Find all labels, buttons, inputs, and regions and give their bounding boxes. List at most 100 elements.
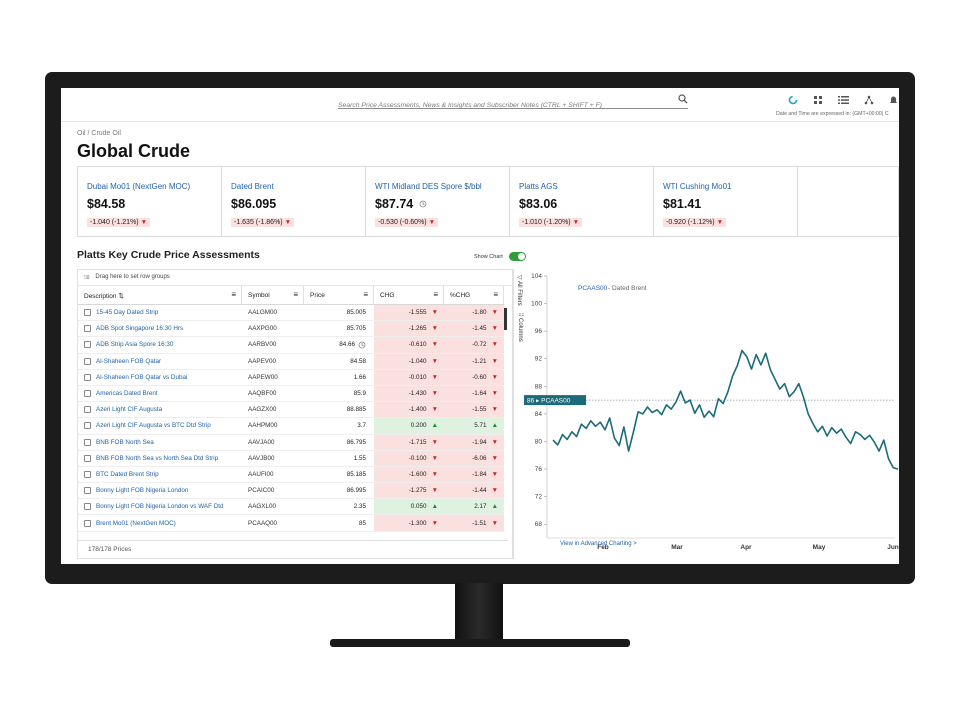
col-header-symbol[interactable]: Symbol ≡ (242, 286, 304, 304)
column-menu-icon[interactable]: ≡ (363, 290, 368, 299)
row-checkbox[interactable] (84, 373, 91, 381)
all-filters-tab[interactable]: ▽ All Filters (516, 275, 522, 306)
x-tick-label: Apr (740, 544, 752, 551)
cell-description[interactable]: Brent Mo01 (NextGen MOC) (78, 515, 242, 530)
table-row[interactable]: Azeri Light CIF Augusta vs BTC Dtd Strip… (78, 418, 504, 435)
cell-description[interactable]: Azeri Light CIF Augusta (78, 402, 242, 417)
cell-description[interactable]: ADB Strip Asia Spore 16:30 (78, 337, 242, 352)
cell-description[interactable]: BNB FOB North Sea vs North Sea Dtd Strip (78, 451, 242, 466)
show-chart-toggle[interactable] (508, 252, 526, 261)
table-row[interactable]: Brent Mo01 (NextGen MOC) PCAAQ00 85 -1.300 ▼… (78, 515, 504, 532)
cell-description[interactable]: Bonny Light FOB Nigeria London vs WAF Dt… (78, 499, 242, 514)
tile-name[interactable]: Dubai Mo01 (NextGen MOC) (87, 182, 191, 191)
tile-name[interactable]: WTI Cushing Mo01 (663, 182, 732, 191)
description-link[interactable]: Americas Dated Brent (96, 390, 158, 398)
col-header-price[interactable]: Price ≡ (304, 286, 374, 304)
row-checkbox[interactable] (84, 470, 91, 478)
col-header-description[interactable]: Description ⇅ ≡ (78, 286, 242, 304)
chg-value: -1.265 (408, 325, 427, 333)
row-checkbox[interactable] (84, 438, 91, 446)
series-line (552, 349, 899, 470)
description-link[interactable]: BTC Dated Brent Strip (96, 470, 159, 478)
description-link[interactable]: ADB Strip Asia Spore 16:30 (96, 341, 174, 349)
description-link[interactable]: Azeri Light CIF Augusta vs BTC Dtd Strip (96, 422, 211, 430)
description-link[interactable]: 15-45 Day Dated Strip (96, 309, 159, 317)
price-tile[interactable]: Platts AGS $83.06 -1.010 (-1.20%) ▼ (510, 167, 654, 236)
table-row[interactable]: Azeri Light CIF Augusta AAGZX00 88.885 -1.4… (78, 402, 504, 419)
table-row[interactable]: ADB Strip Asia Spore 16:30 AARBV00 84.66 -0… (78, 337, 504, 354)
price-tile[interactable]: WTI Cushing Mo01 $81.41 -0.920 (-1.12%) ▼ (654, 167, 798, 236)
cell-description[interactable]: BNB FOB North Sea (78, 435, 242, 450)
table-row[interactable]: 15-45 Day Dated Strip AALGM00 85.005 -1.555… (78, 305, 504, 322)
description-link[interactable]: Bonny Light FOB Nigeria London vs WAF Dt… (96, 503, 224, 511)
row-checkbox[interactable] (84, 503, 91, 511)
bell-icon[interactable] (889, 95, 898, 105)
search-icon[interactable] (678, 94, 688, 104)
col-header-pct-chg[interactable]: %CHG ≡ (444, 286, 504, 304)
column-menu-icon[interactable]: ≡ (293, 290, 298, 299)
table-row[interactable]: BTC Dated Brent Strip AAUFI00 85.185 -1.600… (78, 466, 504, 484)
grid-settings-icon[interactable] (813, 95, 823, 105)
advanced-charting-link[interactable]: View in Advanced Charting > (560, 541, 637, 547)
row-checkbox[interactable] (84, 487, 91, 495)
breadcrumb[interactable]: Oil / Crude Oil (77, 130, 121, 137)
table-row[interactable]: Bonny Light FOB Nigeria London PCAIC00 86.… (78, 483, 504, 500)
description-link[interactable]: Bonny Light FOB Nigeria London (96, 487, 189, 495)
table-row[interactable]: Al-Shaheen FOB Qatar AAPEV00 84.58 -1.040 ▼ -… (78, 353, 504, 370)
table-row[interactable]: BNB FOB North Sea vs North Sea Dtd Strip… (78, 450, 504, 467)
table-row[interactable]: Americas Dated Brent AAQBF00 85.9 -1.430 ▼ -1… (78, 385, 504, 403)
table-row[interactable]: Bonny Light FOB Nigeria London vs WAF Dt… (78, 499, 504, 516)
description-link[interactable]: BNB FOB North Sea (96, 438, 154, 446)
list-icon[interactable] (838, 95, 849, 105)
price-value: 84.66 (339, 341, 355, 349)
description-link[interactable]: Al-Shaheen FOB Qatar vs Dubai (96, 373, 188, 381)
cell-description[interactable]: Bonny Light FOB Nigeria London (78, 483, 242, 498)
cell-description[interactable]: BTC Dated Brent Strip (78, 467, 242, 482)
cell-description[interactable]: Americas Dated Brent (78, 386, 242, 401)
row-checkbox[interactable] (84, 309, 91, 317)
column-menu-icon[interactable]: ≡ (231, 290, 236, 299)
network-icon[interactable] (864, 95, 874, 105)
row-checkbox[interactable] (84, 422, 91, 430)
description-link[interactable]: Brent Mo01 (NextGen MOC) (96, 519, 176, 527)
table-row[interactable]: ADB Spot Singapore 16:30 Hrs AAXPG00 85.70… (78, 321, 504, 338)
x-tick-label: May (813, 544, 826, 551)
col-header-chg[interactable]: CHG ≡ (374, 286, 444, 304)
description-link[interactable]: Azeri Light CIF Augusta (96, 406, 163, 414)
cell-description[interactable]: 15-45 Day Dated Strip (78, 305, 242, 320)
price-chart[interactable]: 68 72 76 80 84 88 92 96 100 104 Feb Mar Apr May Jun 86 … (523, 264, 899, 564)
column-menu-icon[interactable]: ≡ (493, 290, 498, 299)
table-row[interactable]: Al-Shaheen FOB Qatar vs Dubai AAPEW00 1.66… (78, 369, 504, 386)
history-icon[interactable] (358, 341, 366, 349)
row-checkbox[interactable] (84, 390, 91, 398)
tile-price: $84.58 (87, 197, 221, 211)
tile-name[interactable]: WTI Midland DES Spore $/bbl (375, 182, 482, 191)
price-tile[interactable]: Dubai Mo01 (NextGen MOC) $84.58 -1.040 (-1… (78, 167, 222, 236)
cell-description[interactable]: ADB Spot Singapore 16:30 Hrs (78, 321, 242, 336)
cell-description[interactable]: Azeri Light CIF Augusta vs BTC Dtd Strip (78, 418, 242, 433)
price-tile[interactable]: WTI Midland DES Spore $/bbl $87.74 -0.530 … (366, 167, 510, 236)
cell-description[interactable]: Al-Shaheen FOB Qatar vs Dubai (78, 370, 242, 385)
cell-chg: -1.430 ▼ (374, 385, 444, 402)
row-checkbox[interactable] (84, 519, 91, 527)
row-checkbox[interactable] (84, 454, 91, 462)
description-link[interactable]: ADB Spot Singapore 16:30 Hrs (96, 325, 184, 333)
price-tile[interactable]: Dated Brent $86.095 -1.635 (-1.86%) ▼ (222, 167, 366, 236)
row-checkbox[interactable] (84, 406, 91, 414)
row-checkbox[interactable] (84, 357, 91, 365)
history-icon[interactable] (419, 200, 427, 208)
column-menu-icon[interactable]: ≡ (433, 290, 438, 299)
row-checkbox[interactable] (84, 341, 91, 349)
refresh-icon[interactable] (788, 95, 798, 105)
table-row[interactable]: BNB FOB North Sea AAVJA00 86.795 -1.715 ▼ -1.… (78, 434, 504, 451)
tile-name[interactable]: Platts AGS (519, 182, 558, 191)
cell-description[interactable]: Al-Shaheen FOB Qatar (78, 354, 242, 369)
search-input[interactable] (338, 102, 668, 109)
row-checkbox[interactable] (84, 325, 91, 333)
tile-name[interactable]: Dated Brent (231, 182, 274, 191)
description-link[interactable]: Al-Shaheen FOB Qatar (96, 357, 162, 365)
description-link[interactable]: BNB FOB North Sea vs North Sea Dtd Strip (96, 454, 219, 462)
row-group-dropzone[interactable]: ⁝≡ Drag here to set row groups (78, 270, 513, 286)
vertical-scrollbar[interactable] (504, 305, 509, 345)
sort-icon[interactable]: ⇅ (118, 293, 124, 300)
